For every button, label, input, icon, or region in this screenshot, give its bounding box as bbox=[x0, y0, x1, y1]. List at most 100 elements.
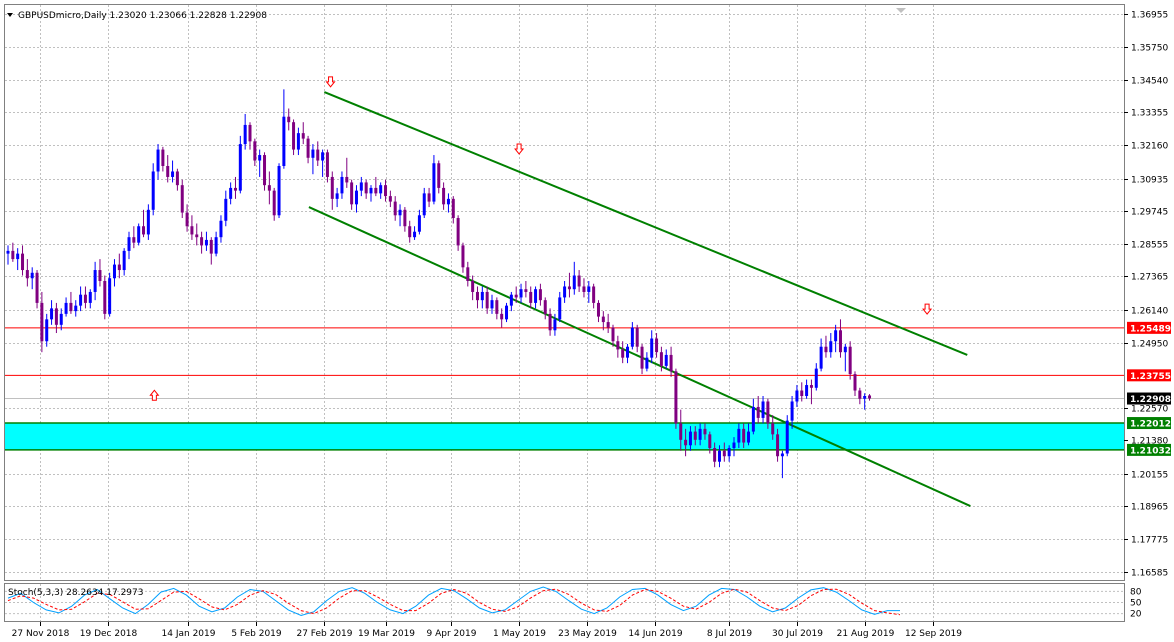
x-tick-label: 14 Jan 2019 bbox=[162, 629, 216, 639]
candle-body bbox=[98, 270, 102, 281]
candle bbox=[190, 215, 194, 240]
candle-body bbox=[253, 141, 257, 161]
candle bbox=[611, 324, 615, 347]
y-tick-label: 1.33355 bbox=[1131, 109, 1168, 119]
candle bbox=[108, 272, 112, 317]
arrow-up-icon bbox=[149, 389, 160, 401]
price-axis: 1.36955 1.35750 1.34540 1.33355 1.32160 1.309… bbox=[1124, 11, 1168, 579]
candle-body bbox=[301, 133, 305, 139]
candle bbox=[524, 281, 528, 298]
candle-body bbox=[843, 346, 847, 353]
candle bbox=[209, 237, 213, 265]
candle bbox=[325, 149, 329, 183]
y-tick-label: 1.26140 bbox=[1131, 307, 1168, 317]
candle bbox=[790, 396, 794, 429]
candle bbox=[166, 155, 170, 183]
candle-body bbox=[127, 237, 131, 251]
candle-body bbox=[606, 322, 610, 328]
candle-body bbox=[204, 239, 208, 246]
candle-body bbox=[359, 182, 363, 191]
candle bbox=[838, 319, 842, 358]
candle bbox=[582, 278, 586, 298]
candle bbox=[408, 220, 412, 243]
candle-body bbox=[200, 237, 204, 246]
x-tick-label: 5 Feb 2019 bbox=[231, 629, 282, 639]
candle-body bbox=[316, 149, 320, 161]
candle bbox=[6, 245, 10, 265]
candle bbox=[505, 302, 509, 323]
candle-body bbox=[393, 201, 397, 216]
candle bbox=[219, 215, 223, 243]
candle-body bbox=[466, 267, 470, 281]
arrow-down-icon bbox=[514, 143, 525, 155]
main-panel-frame bbox=[4, 4, 1125, 581]
candle bbox=[659, 346, 663, 372]
candle-body bbox=[6, 250, 10, 254]
candle bbox=[800, 382, 804, 402]
level-price-label: 1.22908 bbox=[1130, 395, 1171, 405]
y-tick-label: 1.21380 bbox=[1131, 437, 1168, 447]
candle bbox=[698, 423, 702, 446]
x-tick-label: 14 Jun 2019 bbox=[628, 629, 682, 639]
candle-body bbox=[112, 264, 116, 279]
candle bbox=[630, 322, 634, 350]
candle-body bbox=[335, 193, 339, 199]
support-zone bbox=[5, 423, 1124, 450]
x-tick-label: 1 May 2019 bbox=[493, 629, 546, 639]
x-tick-label: 27 Feb 2019 bbox=[296, 629, 352, 639]
chart-shift-marker-icon[interactable] bbox=[896, 8, 906, 13]
candle bbox=[98, 259, 102, 287]
candle-body bbox=[408, 226, 412, 238]
candle bbox=[171, 160, 175, 183]
arrow-down-icon bbox=[922, 303, 933, 315]
x-tick-label: 8 Jul 2019 bbox=[707, 629, 752, 639]
oscillator-level-label: 20 bbox=[1130, 610, 1142, 620]
candle bbox=[684, 428, 688, 457]
candle-body bbox=[374, 187, 378, 194]
candle-body bbox=[558, 297, 562, 320]
candle-body bbox=[195, 234, 199, 238]
candle bbox=[403, 207, 407, 232]
candle-body bbox=[233, 187, 237, 191]
candle-body bbox=[69, 302, 73, 312]
candle bbox=[214, 231, 218, 257]
symbol-menu-chevron-down-icon[interactable] bbox=[7, 13, 13, 17]
candle bbox=[640, 343, 644, 375]
candle bbox=[316, 141, 320, 166]
candle-body bbox=[229, 187, 233, 199]
candle bbox=[495, 297, 499, 320]
y-tick-label: 1.28555 bbox=[1131, 241, 1168, 251]
candle-body bbox=[534, 289, 538, 303]
candle bbox=[587, 281, 591, 303]
candle-body bbox=[543, 300, 547, 314]
candle bbox=[756, 396, 760, 424]
candle bbox=[664, 349, 668, 369]
candle bbox=[829, 333, 833, 358]
candle-body bbox=[751, 406, 755, 432]
candle bbox=[40, 291, 44, 353]
channel-trendline bbox=[323, 91, 968, 356]
candle-body bbox=[427, 193, 431, 202]
candle bbox=[340, 171, 344, 199]
candle-body bbox=[321, 152, 325, 161]
candle-body bbox=[79, 294, 83, 306]
candle bbox=[417, 209, 421, 235]
candle bbox=[142, 209, 146, 238]
candle bbox=[529, 286, 533, 309]
candle bbox=[558, 291, 562, 323]
y-tick-label: 1.18965 bbox=[1131, 503, 1168, 513]
candle-body bbox=[674, 371, 678, 424]
candle-body bbox=[524, 289, 528, 292]
y-tick-label: 1.29745 bbox=[1131, 208, 1168, 218]
candle bbox=[335, 187, 339, 208]
candle-body bbox=[742, 428, 746, 443]
x-tick-label: 27 Nov 2018 bbox=[12, 629, 70, 639]
candle-body bbox=[413, 231, 417, 238]
candle-body bbox=[306, 138, 310, 158]
candle-body bbox=[587, 286, 591, 292]
candle bbox=[122, 248, 126, 276]
x-tick-label: 19 Dec 2018 bbox=[80, 629, 138, 639]
level-price-badge bbox=[1127, 443, 1171, 456]
